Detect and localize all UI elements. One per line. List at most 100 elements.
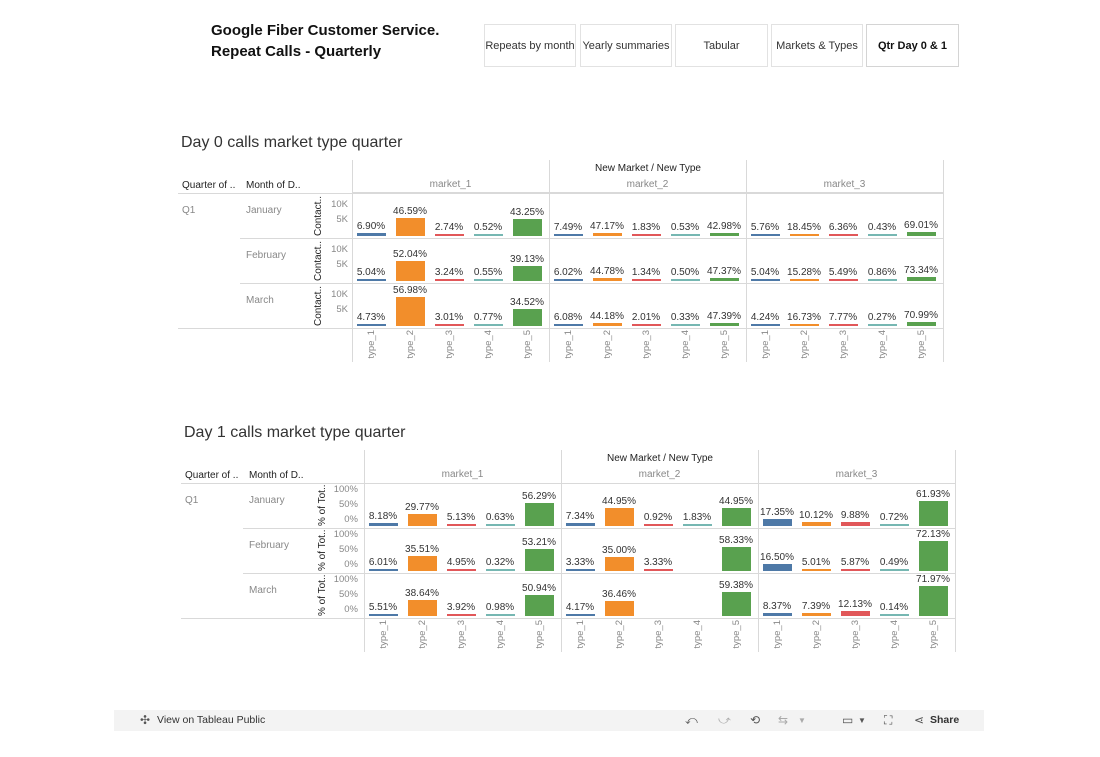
row-rule <box>240 238 943 239</box>
data-label: 12.13% <box>838 599 872 611</box>
tab-qtr-day-0-1[interactable]: Qtr Day 0 & 1 <box>866 24 959 67</box>
axis-title: % of Tot.. <box>317 574 328 616</box>
x-label-type_3: type_3 <box>641 330 652 359</box>
month-label-january: January <box>246 205 282 216</box>
panel-divider <box>758 450 759 652</box>
bar-february-market_3-type_3 <box>840 568 870 571</box>
data-label: 47.37% <box>707 266 741 278</box>
data-label: 7.77% <box>828 312 858 323</box>
data-label: 0.63% <box>485 512 515 523</box>
bar-february-market_1-type_2 <box>407 556 437 571</box>
x-label-type_5: type_5 <box>916 330 927 359</box>
data-label: 16.73% <box>787 312 821 323</box>
share-button[interactable]: Share <box>930 714 960 726</box>
data-label: 4.73% <box>356 312 386 323</box>
column-group-header: New Market / New Type <box>595 163 701 174</box>
quarter-label: Q1 <box>182 205 196 216</box>
download-dropdown-icon[interactable]: ▼ <box>858 716 866 725</box>
axis-tick: 10K <box>331 199 348 210</box>
bar-march-market_3-type_4 <box>867 324 897 326</box>
data-label: 0.33% <box>670 312 700 323</box>
data-label: 36.46% <box>602 589 636 601</box>
download-icon[interactable]: ▭ <box>842 713 854 727</box>
bar-february-market_2-type_1 <box>565 569 595 571</box>
axis-tick: 100% <box>333 529 358 540</box>
bar-march-market_2-type_5 <box>721 591 751 616</box>
bar-january-market_3-type_3 <box>828 234 858 236</box>
axis-tick: 10K <box>331 244 348 255</box>
bar-march-market_1-type_1 <box>368 613 398 616</box>
data-label: 2.01% <box>631 312 661 323</box>
market-header-2: market_2 <box>626 179 669 190</box>
x-label-type_1: type_1 <box>760 330 771 359</box>
data-label: 71.97% <box>916 574 950 586</box>
bar-february-market_2-type_2 <box>592 278 622 281</box>
bar-january-market_2-type_3 <box>643 524 673 526</box>
bar-january-market_3-type_5 <box>906 231 936 236</box>
share-nodes-icon[interactable]: ✣ <box>140 713 151 727</box>
data-label: 5.13% <box>446 511 476 523</box>
revert-icon[interactable]: ⟲ <box>750 713 761 727</box>
bar-march-market_3-type_1 <box>750 324 780 326</box>
data-label: 10.12% <box>799 509 833 521</box>
data-label: 2.74% <box>434 222 464 233</box>
x-label-type_1: type_1 <box>366 330 377 359</box>
share-icon[interactable]: ⋖ <box>914 713 925 727</box>
bar-january-market_1-type_3 <box>434 234 464 236</box>
data-label: 73.34% <box>904 264 938 276</box>
x-label-type_1: type_1 <box>772 620 783 649</box>
data-label: 1.34% <box>631 267 661 278</box>
x-label-type_5: type_5 <box>928 620 939 649</box>
bar-january-market_3-type_2 <box>789 234 819 236</box>
bar-january-market_2-type_5 <box>709 233 739 236</box>
header-rule <box>352 192 943 193</box>
redo-icon[interactable]: ⤻ <box>718 713 731 727</box>
fullscreen-icon[interactable]: ⛶ <box>884 713 893 727</box>
data-label: 43.25% <box>510 206 544 218</box>
bar-february-market_3-type_5 <box>918 541 948 571</box>
panel-divider <box>352 160 353 362</box>
tab-yearly-summaries[interactable]: Yearly summaries <box>580 24 672 67</box>
bar-january-market_3-type_5 <box>918 500 948 526</box>
data-label: 5.01% <box>801 556 831 568</box>
data-label: 4.24% <box>750 312 780 323</box>
bar-february-market_2-type_3 <box>631 279 661 281</box>
bar-february-market_3-type_5 <box>906 276 936 281</box>
x-label-type_3: type_3 <box>653 620 664 649</box>
bar-march-market_1-type_3 <box>446 614 476 616</box>
data-label: 35.00% <box>602 544 636 556</box>
bar-january-market_2-type_4 <box>682 524 712 526</box>
data-label: 17.35% <box>760 506 794 518</box>
refresh-icon[interactable]: ⇆ <box>778 713 789 727</box>
axis-tick: 50% <box>338 544 358 555</box>
data-label: 4.17% <box>565 602 595 613</box>
x-label-type_4: type_4 <box>889 620 900 649</box>
sheet-title: Day 0 calls market type quarter <box>181 134 403 151</box>
data-label: 72.13% <box>916 529 950 541</box>
axis-tick: 50% <box>338 589 358 600</box>
x-label-type_3: type_3 <box>838 330 849 359</box>
view-on-tableau-link[interactable]: View on Tableau Public <box>157 714 266 726</box>
data-label: 0.52% <box>473 222 503 233</box>
bar-january-market_3-type_4 <box>879 524 909 526</box>
tab-tabular[interactable]: Tabular <box>675 24 768 67</box>
data-label: 6.01% <box>368 556 398 568</box>
panel-divider-end <box>943 160 944 362</box>
bar-february-market_1-type_2 <box>395 260 425 281</box>
refresh-dropdown-icon[interactable]: ▼ <box>798 716 806 725</box>
row-header-quarter: Quarter of .. <box>182 180 236 191</box>
bar-february-market_2-type_5 <box>721 547 751 571</box>
tab-repeats-by-month[interactable]: Repeats by month <box>484 24 576 67</box>
month-label-february: February <box>249 540 290 551</box>
data-label: 44.18% <box>590 311 624 323</box>
data-label: 0.43% <box>867 222 897 233</box>
bar-march-market_1-type_5 <box>524 595 554 616</box>
bar-february-market_2-type_1 <box>553 279 583 281</box>
bar-february-market_2-type_2 <box>604 556 634 571</box>
tab-markets-types[interactable]: Markets & Types <box>771 24 863 67</box>
bar-march-market_3-type_4 <box>879 614 909 616</box>
quarter-label: Q1 <box>185 495 199 506</box>
undo-icon[interactable]: ⤺ <box>685 713 698 727</box>
data-label: 0.27% <box>867 312 897 323</box>
data-label: 42.98% <box>707 221 741 233</box>
